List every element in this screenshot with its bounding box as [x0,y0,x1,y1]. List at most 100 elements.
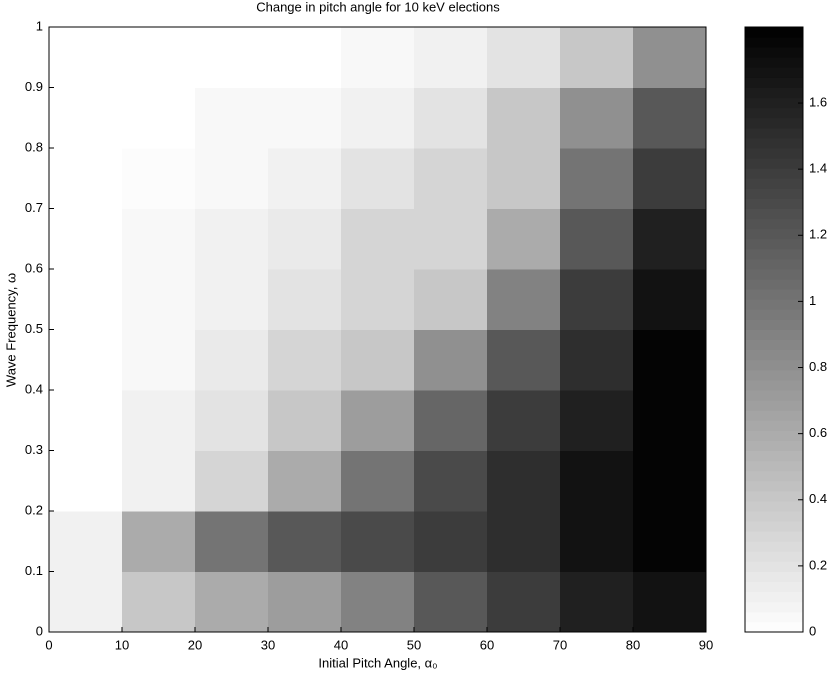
heatmap-cell [487,571,561,633]
x-tick-label: 80 [626,637,640,652]
heatmap-cell [122,390,196,451]
heatmap-cell [122,269,196,330]
heatmap-cell [341,571,415,633]
heatmap-cell [122,87,196,149]
heatmap-cell [195,148,269,209]
heatmap-cell [268,87,342,149]
colorbar-step [745,107,803,119]
heatmap-cell [49,511,123,572]
heatmap-cell [341,87,415,149]
colorbar-step [745,319,803,330]
heatmap-cell [195,450,269,512]
colorbar-step [745,379,803,391]
heatmap-cell [414,329,488,391]
colorbar-step [745,289,803,300]
y-tick-label: 0.4 [25,381,43,396]
colorbar-step [745,369,803,381]
colorbar-step [745,440,803,451]
y-axis-label: Wave Frequency, ω [3,273,18,387]
y-tick-label: 0 [36,623,43,638]
heatmap-cell [195,87,269,149]
colorbar-step [745,349,803,361]
heatmap-cell [341,148,415,209]
x-tick-label: 50 [407,637,421,652]
heatmap-cell [122,571,196,633]
heatmap-cell [268,511,342,572]
heatmap-cell [341,390,415,451]
x-tick-label: 90 [699,637,713,652]
heatmap-cell [560,148,634,209]
heatmap-cell [268,571,342,633]
heatmap-cell [560,390,634,451]
colorbar-step [745,258,803,270]
colorbar-step [745,57,803,68]
heatmap-cell [414,27,488,88]
heatmap-cell [487,148,561,209]
chart-title: Change in pitch angle for 10 keV electio… [256,0,500,14]
colorbar-step [745,541,803,552]
colorbar-tick-label: 0 [809,623,816,638]
heatmap-cell [122,329,196,391]
heatmap-cell [560,329,634,391]
colorbar-step [745,531,803,542]
colorbar-step [745,77,803,88]
heatmap-cell [195,511,269,572]
colorbar-step [745,621,803,633]
y-tick-label: 0.3 [25,442,43,457]
colorbar-tick-label: 0.6 [809,425,827,440]
heatmap-cell [487,269,561,330]
colorbar-step [745,218,803,230]
heatmap-cell [633,511,707,572]
colorbar-step [745,581,803,593]
colorbar-step [745,127,803,139]
heatmap-cell [195,329,269,391]
heatmap-cell [414,148,488,209]
x-tick-label: 10 [115,637,129,652]
heatmap-cell [487,208,561,270]
heatmap-cell [487,450,561,512]
heatmap-cell [268,27,342,88]
colorbar-step [745,571,803,583]
colorbar-tick-label: 1 [809,293,816,308]
colorbar-step [745,188,803,199]
colorbar-step [745,460,803,472]
heatmap-cell [633,269,707,330]
colorbar-step [745,117,803,129]
y-tick-label: 0.5 [25,321,43,336]
x-tick-label: 20 [188,637,202,652]
heatmap-cell [268,450,342,512]
colorbar-step [745,430,803,441]
colorbar-step [745,551,803,562]
heatmap-cell [487,87,561,149]
heatmap-cell [633,148,707,209]
heatmap-cell [268,269,342,330]
colorbar-step [745,178,803,189]
heatmap-cell [341,27,415,88]
heatmap-cell [195,269,269,330]
heatmap-cell [414,571,488,633]
heatmap-cell [414,269,488,330]
heatmap-cell [122,450,196,512]
colorbar-step [745,238,803,250]
heatmap-cell [560,269,634,330]
colorbar-step [745,27,803,38]
colorbar-step [745,158,803,169]
colorbar-step [745,521,803,532]
heatmap-cell [487,511,561,572]
heatmap-cell [633,87,707,149]
heatmap-cell [122,27,196,88]
colorbar-step [745,67,803,78]
colorbar-step [745,611,803,623]
colorbar-step [745,470,803,482]
colorbar-tick-label: 0.4 [809,491,827,506]
heatmap-cell [560,208,634,270]
heatmap-cell [268,208,342,270]
colorbar-tick-label: 0.8 [809,359,827,374]
heatmap-cell [122,208,196,270]
colorbar-step [745,198,803,209]
heatmap-cell [49,148,123,209]
colorbar-step [745,47,803,58]
heatmap-cell [49,208,123,270]
heatmap-cell [560,27,634,88]
